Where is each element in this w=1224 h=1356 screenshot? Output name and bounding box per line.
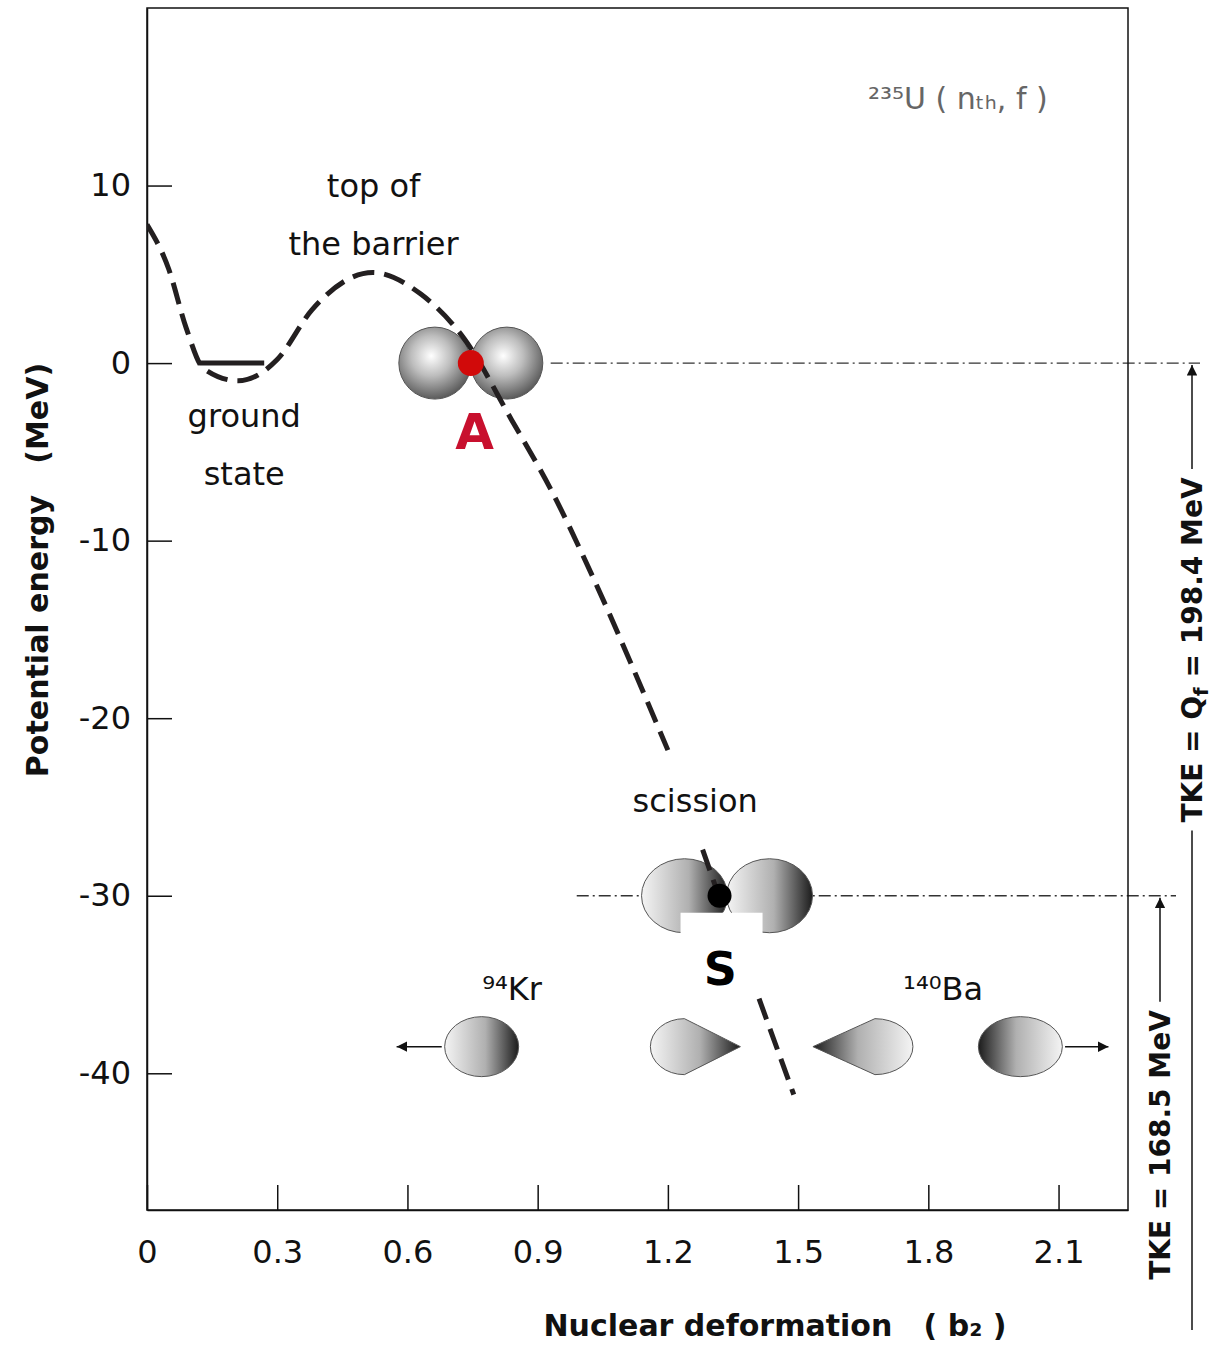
motion-arrow [1065, 1046, 1108, 1048]
barrier-label: top of [327, 167, 421, 205]
x-tick-mark [668, 1185, 670, 1210]
y-tick-mark [147, 1073, 172, 1075]
reference-lines [551, 363, 1200, 896]
energy-curve [147, 225, 794, 1095]
y-tick-mark [147, 718, 172, 720]
x-axis: 0 0.3 0.6 0.9 1.2 1.5 1.8 2.1 [137, 1185, 1128, 1271]
x-tick: 0.9 [513, 1185, 564, 1271]
x-axis-line [148, 1210, 1129, 1212]
scission-point [708, 884, 732, 908]
ground-state-label: ground [188, 397, 301, 435]
x-tick-mark [1058, 1185, 1060, 1210]
x-tick-mark [407, 1185, 409, 1210]
y-tick-label: -10 [79, 521, 131, 559]
x-tick: 2.1 [1034, 1185, 1085, 1271]
label-part: f [1189, 687, 1213, 696]
x-tick-mark [798, 1185, 800, 1210]
y-axis-line [147, 9, 149, 1211]
y-tick-mark [147, 185, 172, 187]
y-tick: -30 [79, 876, 172, 914]
x-tick: 0.6 [382, 1185, 433, 1271]
y-tick-mark [147, 895, 172, 897]
y-tick: 0 [111, 344, 172, 382]
fragment [978, 1017, 1062, 1077]
plot-area [147, 225, 794, 1095]
motion-arrow [397, 1046, 442, 1048]
nuclei [397, 327, 1109, 1077]
x-tick-label: 0.9 [513, 1233, 564, 1271]
energy-curve [199, 361, 264, 366]
point-s-label: S [704, 942, 737, 996]
chart-title: ²³⁵U ( nₜₕ, f ) [868, 81, 1048, 116]
y-tick-mark [147, 363, 172, 365]
label-part: = 198.4 MeV [1176, 477, 1209, 687]
x-tick-mark [928, 1185, 930, 1210]
point-a-label: A [455, 403, 494, 461]
label-patch [681, 913, 763, 937]
energy-release-label: TKE = 168.5 MeV [1144, 1010, 1177, 1280]
saddle-point [458, 350, 484, 376]
x-tick-mark [537, 1185, 539, 1210]
x-tick: 1.8 [903, 1185, 954, 1271]
reference-line [551, 362, 1200, 363]
energy-release-labels: TKE = Qf = 198.4 MeV TKE = 168.5 MeV [1144, 365, 1213, 1330]
x-tick-label: 0.6 [382, 1233, 433, 1271]
x-tick-label: 0 [137, 1233, 157, 1271]
x-tick-label: 1.5 [773, 1233, 824, 1271]
y-tick-label: 0 [111, 344, 131, 382]
y-tick-label: -30 [79, 876, 131, 914]
energy-arrow [1159, 898, 1161, 1002]
y-tick: -10 [79, 521, 172, 559]
y-tick-label: 10 [90, 166, 131, 204]
x-tick: 0.3 [252, 1185, 303, 1271]
barrier-label: the barrier [289, 225, 460, 263]
y-axis-title: Potential energy (MeV) [20, 363, 55, 777]
y-tick-mark [147, 540, 172, 542]
energy-arrow [1191, 365, 1193, 469]
fragment-label: ⁹⁴Kr [482, 970, 543, 1008]
fragment-label: ¹⁴⁰Ba [903, 970, 983, 1008]
ground-state-label: state [204, 455, 285, 493]
plot-frame [147, 8, 1128, 1210]
x-tick: 1.2 [643, 1185, 694, 1271]
annotations: top of the barrier ground state scission A S ⁹⁴… [188, 167, 983, 1009]
y-tick-label: -20 [79, 699, 131, 737]
y-tick-label: -40 [79, 1054, 131, 1092]
label-part: TKE = Q [1176, 696, 1209, 823]
x-tick-label: 1.2 [643, 1233, 694, 1271]
fragment [813, 1019, 913, 1075]
y-tick: -20 [79, 699, 172, 737]
x-tick-label: 0.3 [252, 1233, 303, 1271]
fragment [445, 1017, 519, 1077]
y-axis: -40 -30 -20 -10 0 10 [79, 9, 172, 1211]
x-tick-label: 2.1 [1034, 1233, 1085, 1271]
label-part: TKE = 168.5 MeV [1144, 1010, 1177, 1280]
x-tick-label: 1.8 [903, 1233, 954, 1271]
y-tick: 10 [90, 166, 172, 204]
y-tick: -40 [79, 1054, 172, 1092]
chart: 0 0.3 0.6 0.9 1.2 1.5 1.8 2.1 -40 -30 -20 -10 0 10 Nuc… [0, 0, 1224, 1356]
scission-label: scission [633, 782, 758, 820]
x-tick-mark [277, 1185, 279, 1210]
x-axis-title: Nuclear deformation ( b₂ ) [544, 1308, 1007, 1343]
x-tick: 1.5 [773, 1185, 824, 1271]
fragment [650, 1019, 740, 1075]
energy-release-label: TKE = Qf = 198.4 MeV [1176, 477, 1213, 823]
energy-arrow-tail [1191, 831, 1193, 1330]
